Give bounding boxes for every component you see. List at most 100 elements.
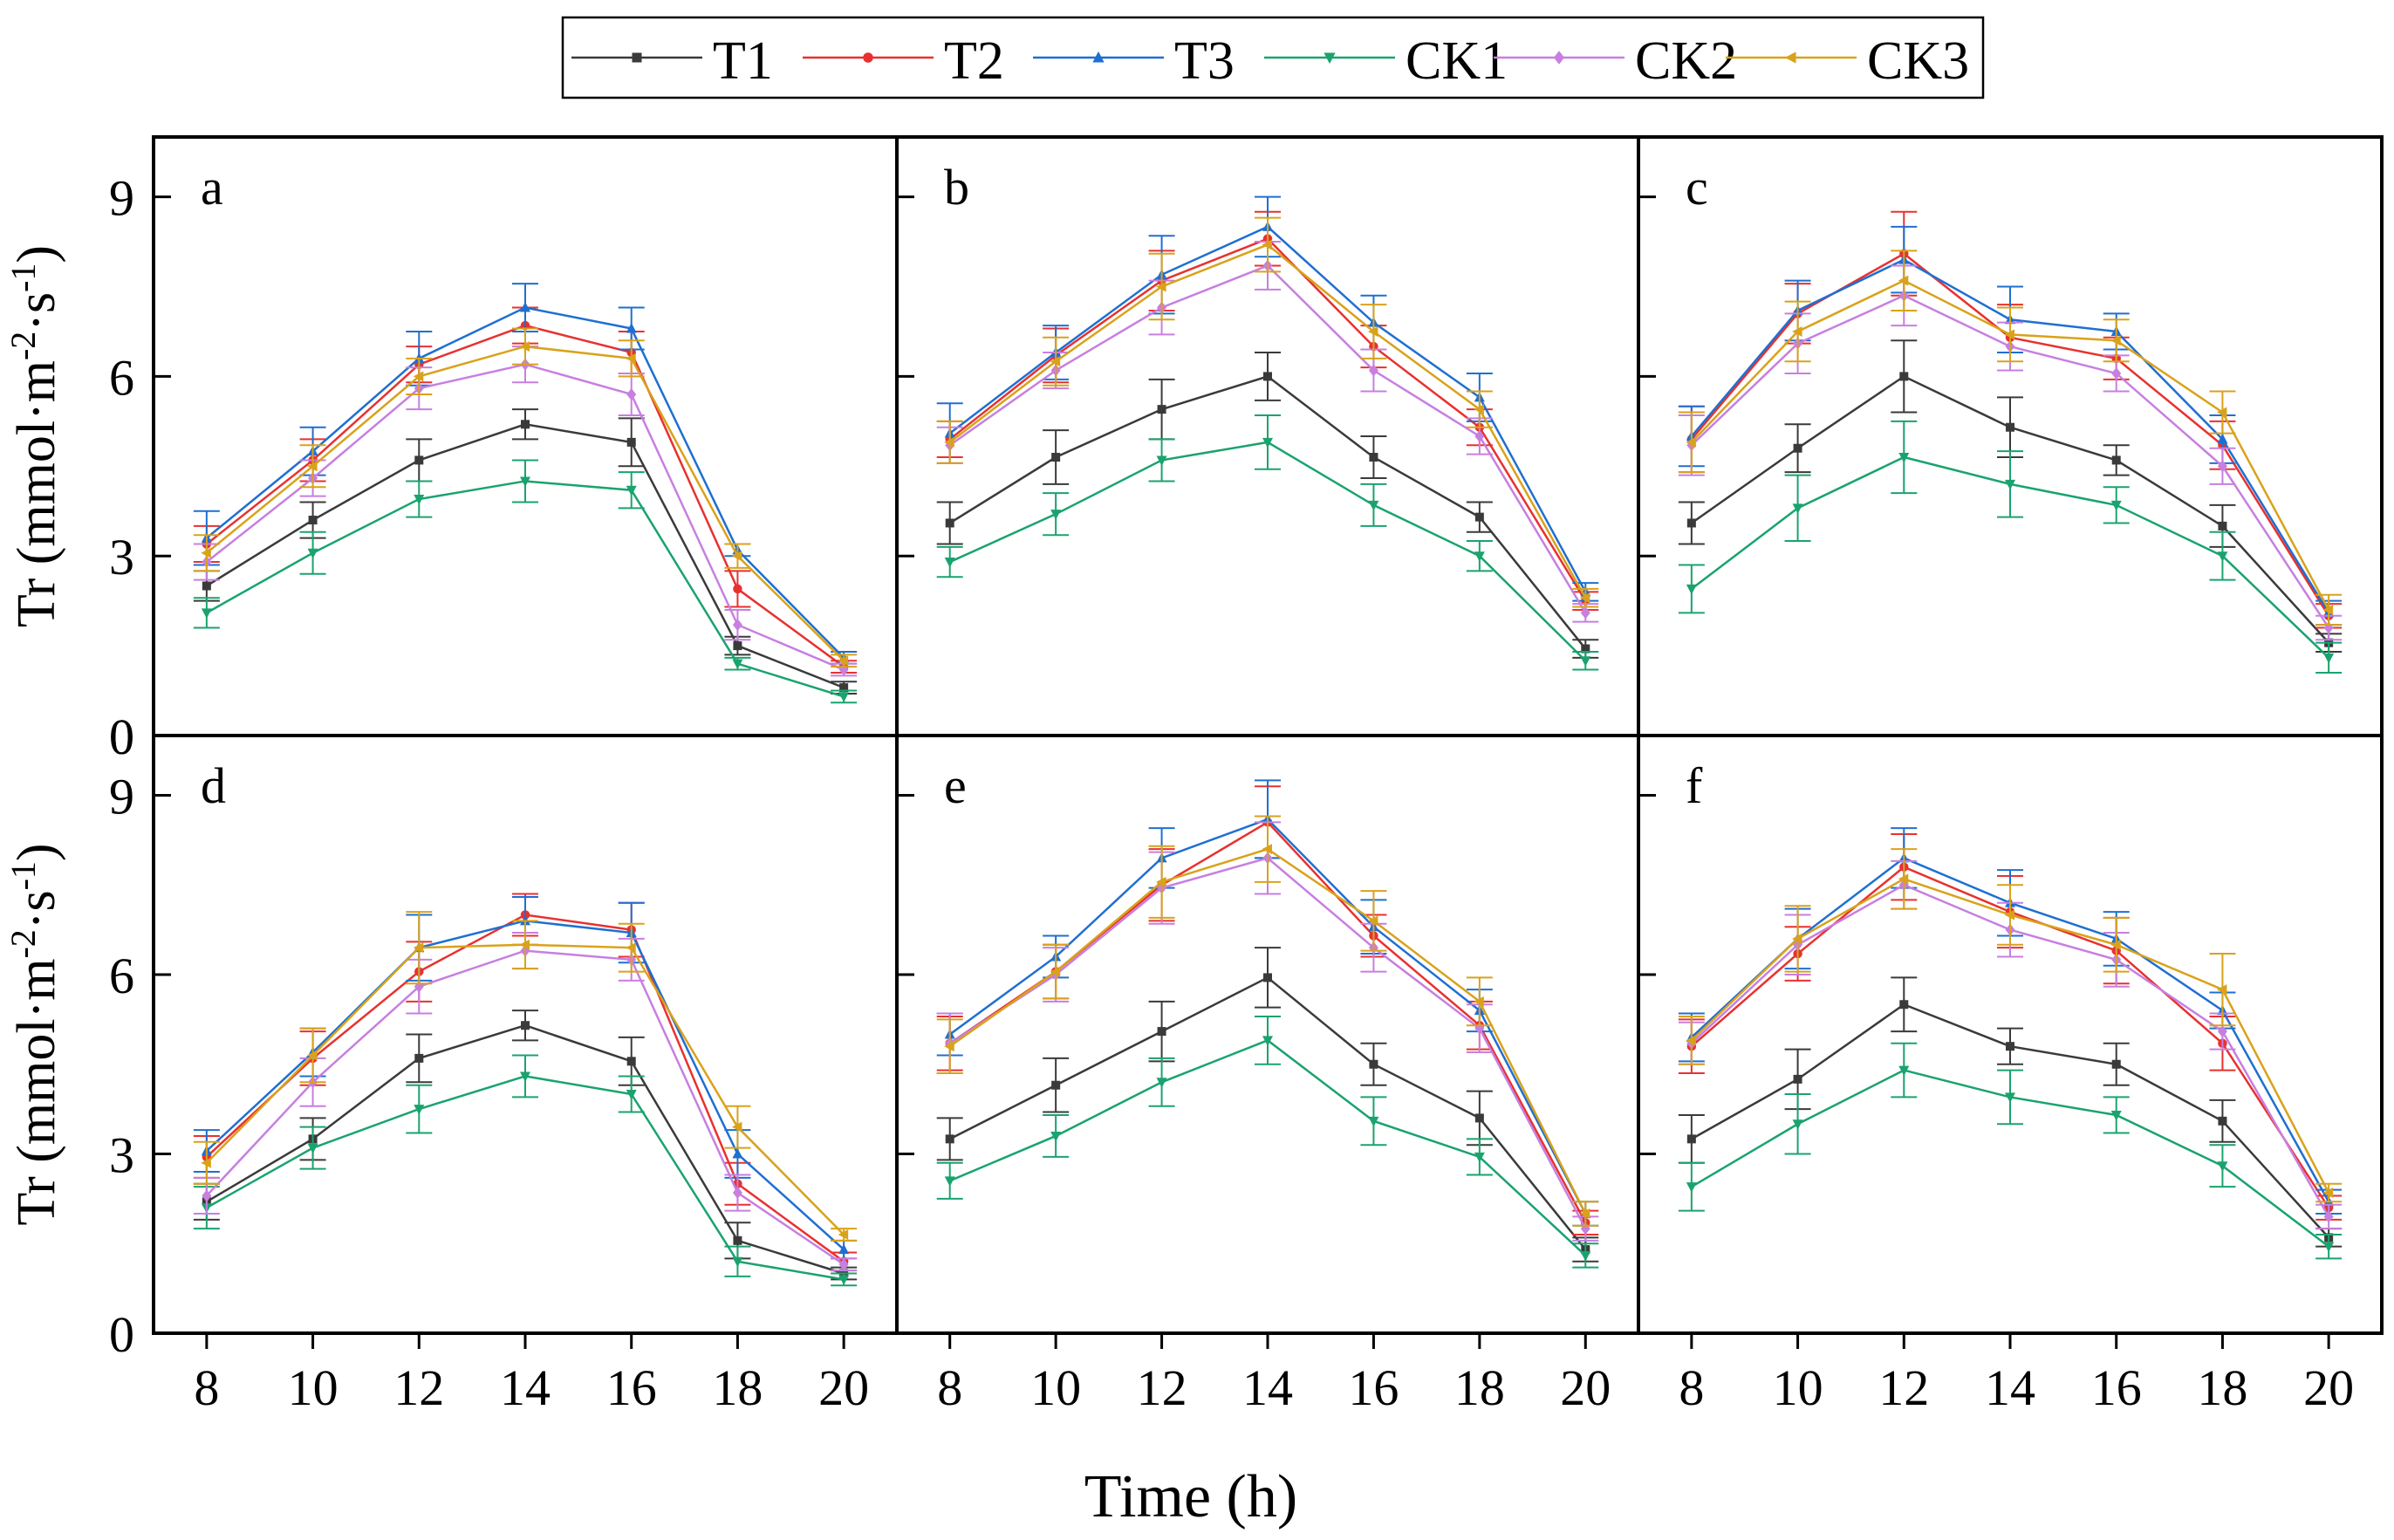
data-point — [1793, 1074, 1802, 1084]
data-point — [1262, 844, 1272, 855]
data-point — [732, 1256, 743, 1268]
x-tick-label: 8 — [1679, 1359, 1704, 1416]
data-point — [1051, 1080, 1061, 1090]
data-point — [838, 692, 850, 702]
data-point — [2111, 366, 2122, 380]
data-point — [1898, 1065, 1910, 1077]
y-tick-label: 9 — [109, 170, 134, 227]
x-tick-label: 20 — [2303, 1359, 2354, 1416]
data-point — [2111, 1059, 2121, 1069]
legend-label-ck3: CK3 — [1867, 31, 1969, 91]
panel-e-series-ck1 — [936, 1015, 1599, 1269]
y-tick-label: 0 — [109, 708, 134, 765]
data-point — [201, 608, 212, 619]
data-point — [1792, 1119, 1803, 1130]
data-point — [1050, 510, 1062, 520]
panel-e: e 8 10 12 14 16 18 20 — [895, 734, 1640, 1416]
data-point — [520, 302, 530, 312]
data-point — [521, 420, 530, 429]
data-point — [2110, 500, 2122, 511]
data-point — [1050, 356, 1061, 367]
data-point — [1369, 1059, 1378, 1069]
data-point — [945, 1134, 954, 1144]
panel-c: c — [1637, 135, 2384, 737]
panel-b-series-ck1 — [936, 414, 1599, 671]
data-point — [1474, 1152, 1485, 1163]
data-point — [626, 485, 637, 496]
y-tick-label: 0 — [109, 1306, 134, 1363]
data-point — [520, 476, 530, 487]
x-axis-label: Time (h) — [1084, 1463, 1297, 1530]
data-point — [1156, 1078, 1167, 1088]
data-point — [1686, 584, 1697, 595]
legend-entry-ck3: CK3 — [1726, 31, 1969, 91]
data-point — [1581, 644, 1590, 654]
panel-b-series-ck3 — [936, 216, 1599, 608]
panel-letter-d: d — [201, 757, 226, 814]
panel-d-series-ck3 — [193, 911, 858, 1242]
panel-letter-e: e — [944, 757, 967, 814]
x-tick-label: 14 — [500, 1359, 551, 1416]
x-tick-label: 16 — [1348, 1359, 1399, 1416]
data-point — [1580, 606, 1590, 619]
legend-entry-ck2: CK2 — [1494, 31, 1737, 91]
data-point — [1262, 437, 1273, 448]
data-point — [733, 641, 742, 651]
data-point — [414, 1105, 425, 1115]
data-point — [945, 518, 954, 528]
data-point — [1369, 453, 1378, 462]
data-point — [202, 581, 211, 591]
data-point — [626, 437, 636, 447]
data-point — [732, 619, 742, 632]
data-point — [1367, 915, 1378, 927]
data-point — [307, 1050, 318, 1061]
legend-marker-t1 — [632, 52, 642, 63]
panel-letter-c: c — [1686, 159, 1708, 216]
data-point — [2216, 984, 2227, 996]
data-point — [732, 659, 743, 670]
legend-label-ck2: CK2 — [1635, 31, 1737, 91]
data-point — [414, 455, 424, 465]
data-point — [201, 547, 211, 558]
data-point — [1050, 966, 1061, 977]
legend-marker-t2 — [863, 52, 873, 63]
panel-b: b — [895, 135, 1640, 737]
data-point — [1898, 453, 1910, 463]
data-point — [733, 584, 742, 594]
data-point — [1263, 973, 1272, 982]
data-point — [1686, 1134, 1696, 1144]
data-point — [2217, 460, 2227, 473]
x-tick-label: 18 — [2197, 1359, 2247, 1416]
data-point — [731, 551, 742, 562]
data-point — [944, 1041, 954, 1052]
data-point — [944, 436, 954, 448]
data-point — [519, 939, 530, 950]
x-tick-label: 18 — [712, 1359, 763, 1416]
data-point — [2216, 407, 2227, 418]
data-point — [1474, 404, 1484, 415]
data-point — [1899, 372, 1909, 381]
panel-e-series-t1 — [936, 947, 1599, 1263]
data-point — [1262, 1036, 1273, 1046]
data-point — [1157, 1027, 1166, 1037]
data-point — [1474, 430, 1485, 442]
data-point — [1262, 239, 1272, 250]
x-tick-label: 20 — [818, 1359, 869, 1416]
data-point — [1367, 325, 1378, 337]
data-point — [2005, 1092, 2015, 1103]
data-point — [1686, 518, 1696, 528]
legend-entry-t3: T3 — [1033, 31, 1235, 91]
x-tick-label: 10 — [1773, 1359, 1823, 1416]
panel-b-series-t1 — [936, 351, 1599, 659]
panel-d: d 0 3 6 9 8 10 12 14 16 18 20 — [109, 734, 899, 1416]
data-point — [2004, 909, 2014, 921]
data-point — [2006, 1042, 2014, 1051]
panel-c-series-ck3 — [1678, 250, 2343, 626]
data-point — [2005, 479, 2015, 490]
data-point — [626, 1057, 636, 1066]
y-tick-label: 6 — [109, 948, 134, 1004]
data-point — [838, 1229, 849, 1240]
x-tick-label: 8 — [194, 1359, 219, 1416]
data-point — [2217, 1025, 2227, 1038]
